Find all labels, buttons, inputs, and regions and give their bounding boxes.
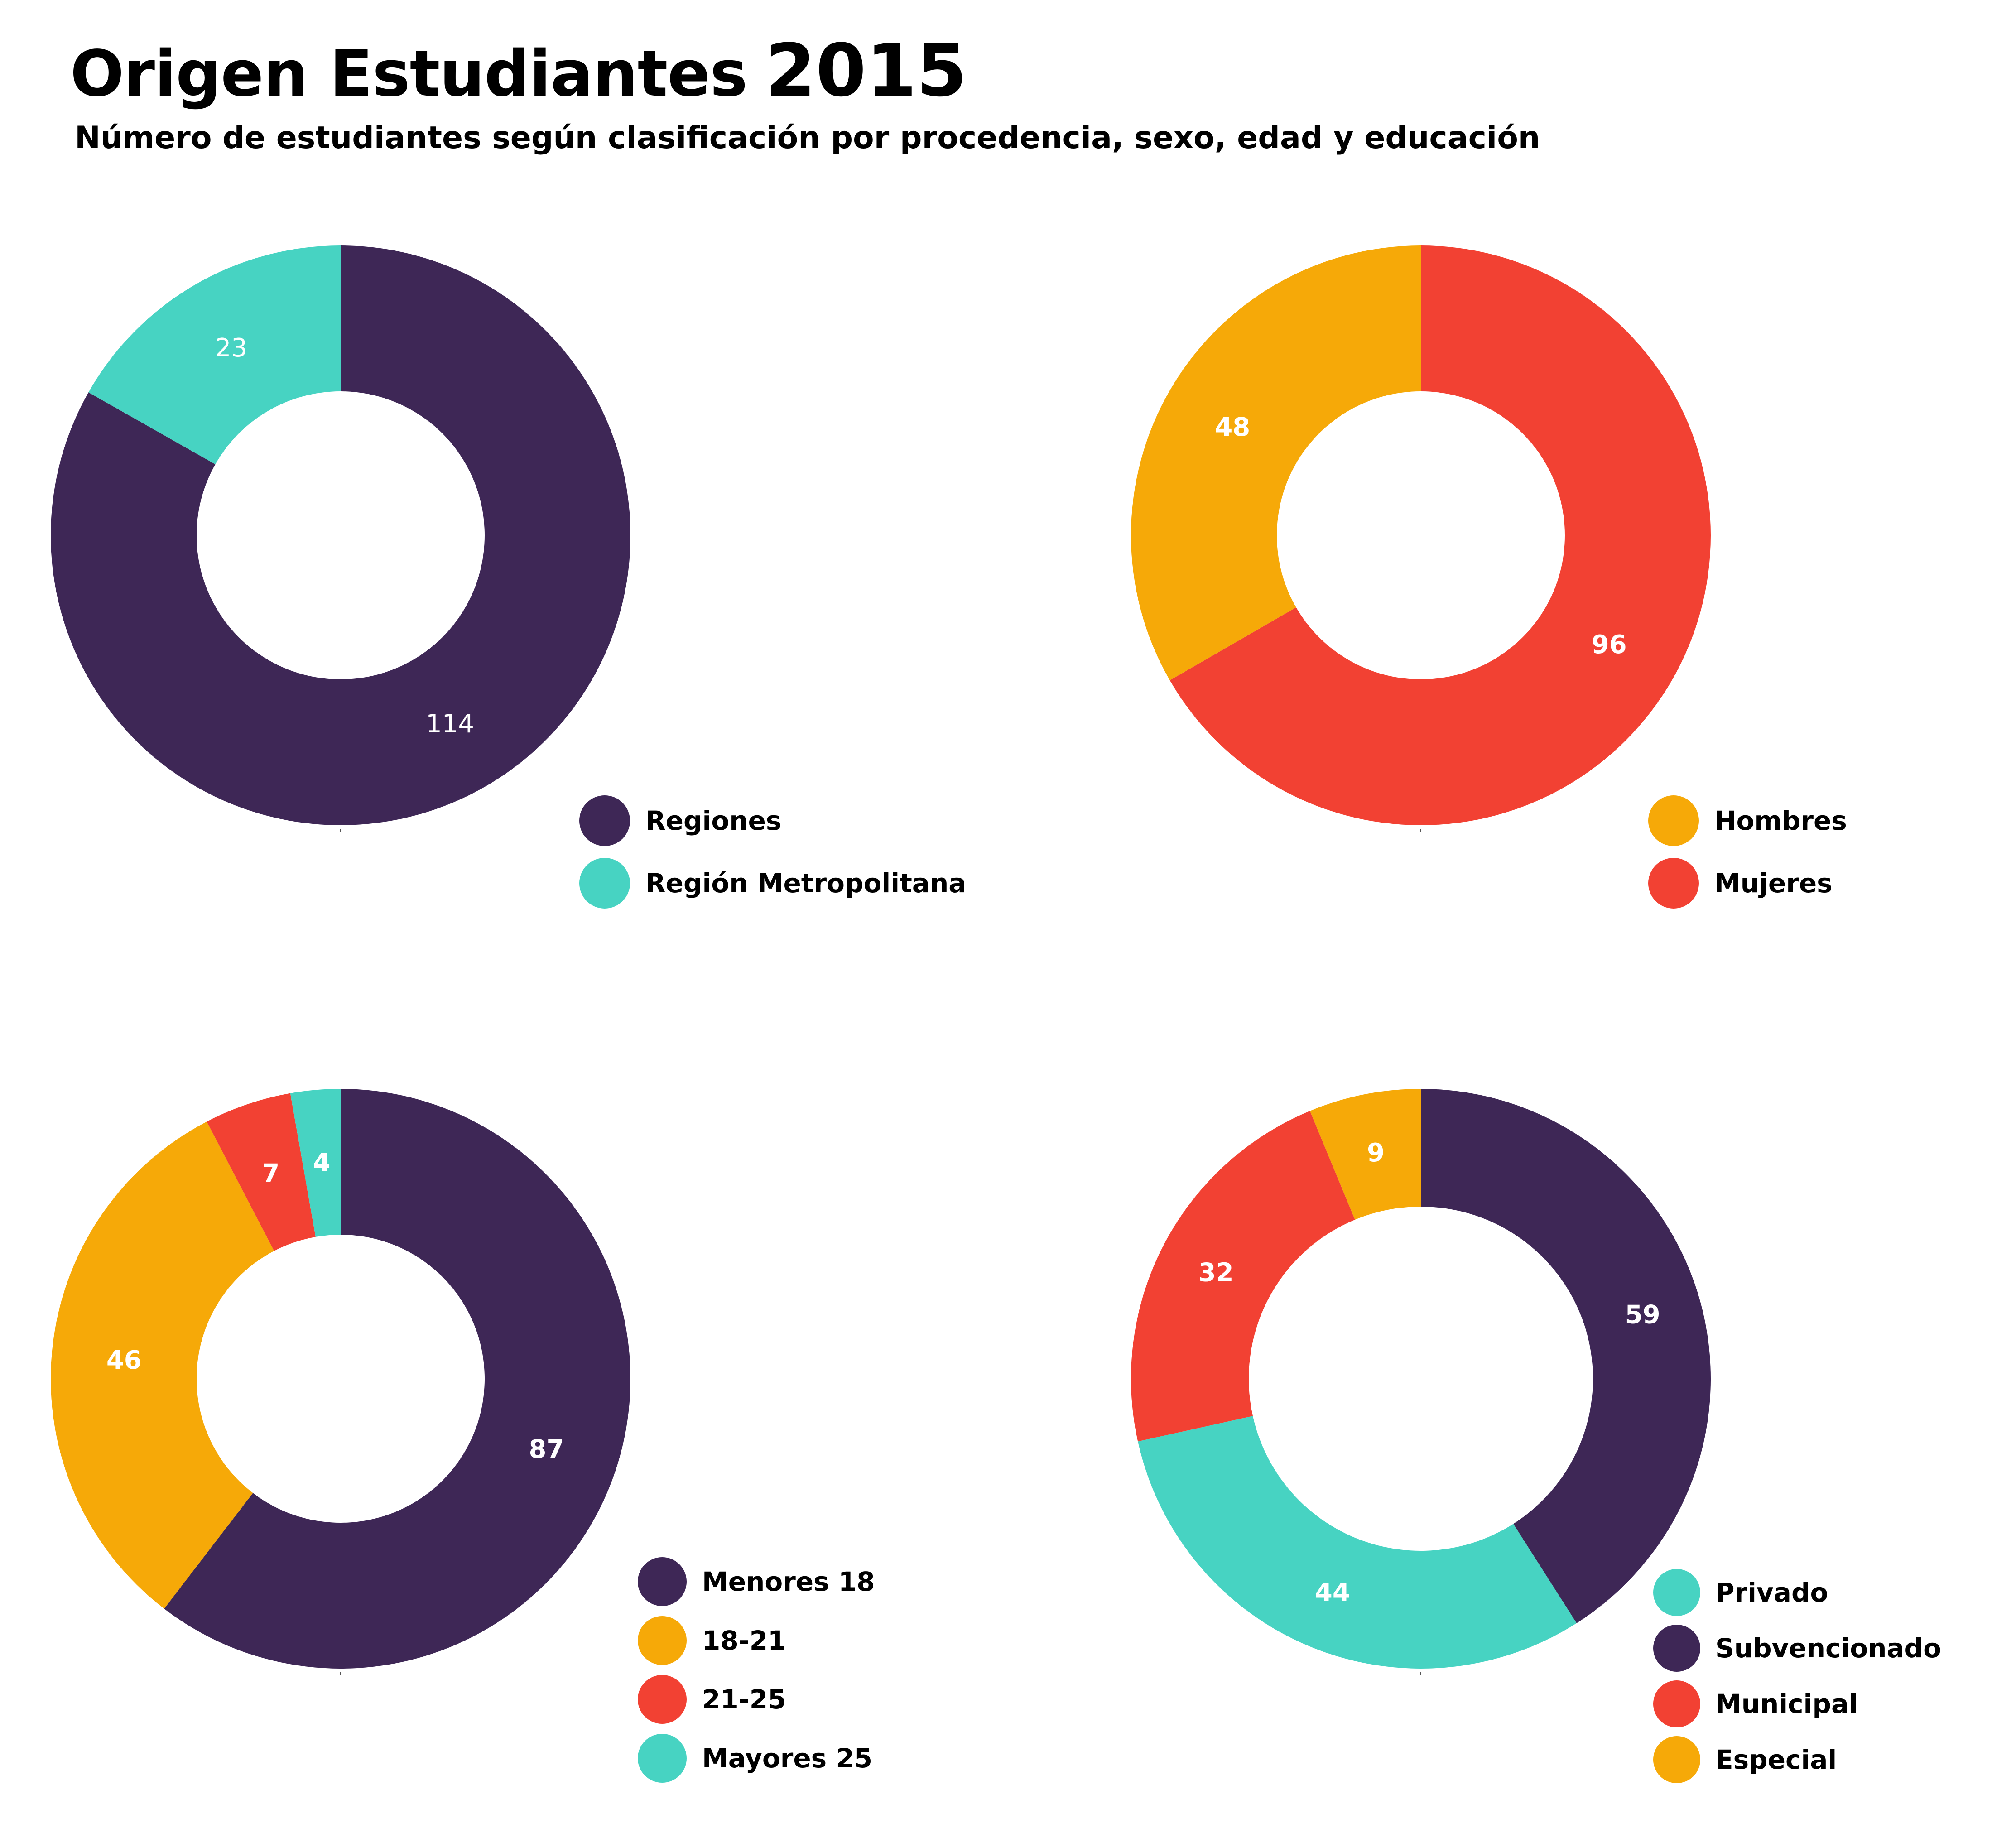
legend-swatch xyxy=(638,1557,687,1606)
slice-value-label: 87 xyxy=(529,1434,564,1464)
slice-municipal xyxy=(1131,1111,1355,1442)
slice-value-label: 7 xyxy=(262,1159,279,1188)
slice-especial xyxy=(1310,1089,1421,1220)
slice-value-label: 46 xyxy=(106,1346,142,1375)
legend-label-subvencionado: Subvencionado xyxy=(1715,1633,1941,1664)
legend-swatch xyxy=(1653,1680,1700,1727)
legend-label-hombres: Hombres xyxy=(1714,805,1847,836)
slice-hombres xyxy=(1131,245,1421,680)
legend-label-menores-18: Menores 18 xyxy=(702,1566,875,1597)
legend-label-privado: Privado xyxy=(1715,1577,1828,1608)
slice-value-label: 59 xyxy=(1625,1300,1660,1329)
slice-privado xyxy=(1138,1416,1577,1669)
legend-swatch xyxy=(1653,1736,1700,1783)
slice-region-metropolitana xyxy=(88,245,341,465)
slice-value-label: 23 xyxy=(215,333,247,363)
legend-edad: Menores 18 18-21 21-25 Mayores 25 xyxy=(638,1557,875,1783)
slice-18-21 xyxy=(50,1121,274,1609)
page-subtitle: Número de estudiantes según clasificació… xyxy=(75,120,1540,156)
legend-label-especial: Especial xyxy=(1715,1744,1837,1775)
legend-label-18-21: 18-21 xyxy=(702,1625,786,1656)
slice-value-label: 9 xyxy=(1367,1138,1385,1168)
legend-swatch xyxy=(638,1616,687,1665)
legend-swatch xyxy=(638,1734,687,1783)
donut-chart-educacion: 59 44 32 9 xyxy=(1131,1089,1711,1675)
legend-swatch xyxy=(638,1675,687,1724)
legend-swatch xyxy=(579,795,630,846)
slice-value-label: 4 xyxy=(313,1148,331,1178)
page-title-year: 2015 xyxy=(765,28,967,113)
slice-value-label: 96 xyxy=(1592,630,1627,659)
legend-label-21-25: 21-25 xyxy=(702,1684,786,1715)
legend-procedencia: Regiones Región Metropolitana xyxy=(579,795,966,909)
legend-swatch xyxy=(1653,1625,1700,1672)
slice-mujeres xyxy=(1169,245,1711,825)
legend-label-regiones: Regiones xyxy=(645,805,781,836)
slice-value-label: 48 xyxy=(1215,413,1250,442)
legend-educacion: Privado Subvencionado Municipal Especial xyxy=(1653,1569,1941,1783)
page-title: Origen Estudiantes xyxy=(70,37,748,111)
legend-swatch xyxy=(579,858,630,909)
donut-chart-procedencia: 114 23 xyxy=(51,245,630,832)
slice-value-label: 44 xyxy=(1315,1578,1350,1607)
legend-label-municipal: Municipal xyxy=(1715,1689,1858,1719)
slice-21-25 xyxy=(207,1093,316,1251)
legend-label-region-metropolitana: Región Metropolitana xyxy=(645,868,966,899)
slice-subvencionado xyxy=(1421,1089,1711,1623)
legend-sexo: Hombres Mujeres xyxy=(1648,795,1847,909)
legend-label-mujeres: Mujeres xyxy=(1714,868,1833,899)
legend-label-mayores-25: Mayores 25 xyxy=(702,1743,872,1774)
slice-value-label: 114 xyxy=(426,709,474,739)
slice-mayores-25 xyxy=(290,1089,341,1237)
slice-menores-18 xyxy=(164,1089,631,1669)
slice-regiones xyxy=(51,245,630,825)
donut-chart-sexo: 96 48 xyxy=(1131,245,1711,832)
legend-swatch xyxy=(1653,1569,1700,1616)
title-row: Origen Estudiantes 2015 xyxy=(70,28,967,113)
legend-swatch xyxy=(1648,795,1699,846)
legend-swatch xyxy=(1648,858,1699,909)
donut-chart-edad: 87 46 7 4 xyxy=(50,1089,631,1675)
slice-value-label: 32 xyxy=(1198,1258,1234,1288)
